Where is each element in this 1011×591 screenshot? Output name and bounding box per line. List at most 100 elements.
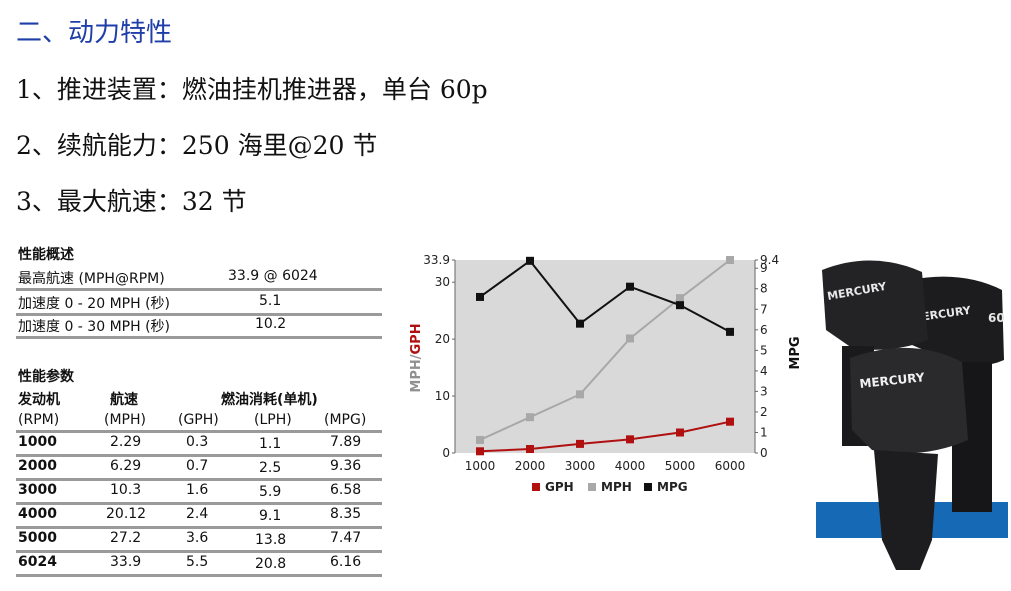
x-tick-label: 6000 xyxy=(715,459,746,473)
series-line-gph xyxy=(479,420,731,453)
gph-cell: 2.4 xyxy=(186,506,209,522)
overview-label: 加速度 0 - 30 MPH (秒) xyxy=(18,319,170,335)
data-point-gph xyxy=(626,435,634,444)
left-tick-labels: 0 10 20 30 33.9 xyxy=(423,253,455,460)
overview-row: 加速度 0 - 20 MPH (秒) 5.1 xyxy=(16,291,382,316)
params-units-row: (RPM) (MPH) (GPH) (LPH) (MPG) xyxy=(16,410,382,433)
data-point-mpg xyxy=(726,327,734,336)
legend-swatch-mph xyxy=(588,483,596,491)
range-line: 2、续航能力：250 海里@20 节 xyxy=(16,131,378,160)
left-axis-label: MPH/GPH xyxy=(409,323,424,392)
mph-cell: 6.29 xyxy=(110,458,142,474)
left-tick-label: 10 xyxy=(435,389,450,403)
horsepower-label: 60 xyxy=(988,311,1005,325)
mpg-cell: 6.16 xyxy=(330,554,362,570)
overview-value: 10.2 xyxy=(255,316,287,332)
series-line-mpg xyxy=(479,259,731,333)
legend-label-gph: GPH xyxy=(545,480,574,494)
right-tick-label: 6 xyxy=(760,323,768,337)
x-tick-label: 5000 xyxy=(665,459,696,473)
data-point-gph xyxy=(726,417,734,426)
right-tick-label: 4 xyxy=(760,364,768,378)
mph-cell: 2.29 xyxy=(110,434,142,450)
plot-area xyxy=(455,260,755,453)
data-point-mpg xyxy=(526,256,534,265)
engine-cowl-front xyxy=(850,347,968,454)
max-speed-line: 3、最大航速：32 节 xyxy=(16,187,247,216)
gph-cell: 0.3 xyxy=(186,434,209,450)
gph-cell: 5.5 xyxy=(186,554,209,570)
rpm-cell: 5000 xyxy=(18,530,57,546)
left-axis-label-sep: / xyxy=(409,354,424,359)
left-tick-label: 30 xyxy=(435,275,450,289)
data-point-gph xyxy=(476,447,484,456)
x-tick-label: 4000 xyxy=(615,459,646,473)
mph-cell: 10.3 xyxy=(110,482,142,498)
engine-leg-front xyxy=(874,450,938,570)
engine-cowl-right xyxy=(910,276,1004,366)
lph-cell: 5.9 xyxy=(259,484,282,500)
data-point-mpg xyxy=(476,292,484,301)
section-heading: 二、动力特性 xyxy=(16,18,173,48)
rpm-cell: 3000 xyxy=(18,482,57,498)
legend-swatch-gph xyxy=(532,483,540,491)
data-point-mph xyxy=(476,435,484,444)
x-tick-label: 2000 xyxy=(515,459,546,473)
params-title: 性能参数 xyxy=(18,369,74,385)
mph-cell: 33.9 xyxy=(110,554,142,570)
unit-mph: (MPH) xyxy=(104,412,146,428)
engine-cowl-left xyxy=(822,260,928,350)
right-tick-label: 1 xyxy=(760,425,768,439)
unit-gph: (GPH) xyxy=(178,412,219,428)
right-tick-label: 7 xyxy=(760,302,768,316)
overview-label: 加速度 0 - 20 MPH (秒) xyxy=(18,296,170,312)
x-tick-label: 1000 xyxy=(465,459,496,473)
legend-label-mph: MPH xyxy=(601,480,632,494)
data-point-mph xyxy=(626,334,634,343)
overview-row: 最高航速 (MPH@RPM) 33.9 @ 6024 xyxy=(16,266,382,291)
brand-label: MERCURY xyxy=(859,370,926,391)
mpg-cell: 8.35 xyxy=(330,506,362,522)
overview-value: 33.9 @ 6024 xyxy=(228,268,318,284)
gph-cell: 1.6 xyxy=(186,482,209,498)
right-tick-label: 8 xyxy=(760,282,768,296)
performance-chart: 0 10 20 30 33.9 0 1 2 3 4 5 6 7 8 99.4 1000 2000 3000 40… xyxy=(409,253,800,494)
data-point-mph xyxy=(576,390,584,399)
right-tick-label: 2 xyxy=(760,405,768,419)
unit-mpg: (MPG) xyxy=(324,412,367,428)
rpm-cell: 1000 xyxy=(18,434,57,450)
series-line-mph xyxy=(479,259,731,441)
mph-cell: 20.12 xyxy=(106,506,147,522)
right-tick-label: 3 xyxy=(760,384,768,398)
mpg-cell: 7.89 xyxy=(330,434,362,450)
legend-swatch-mpg xyxy=(644,483,652,491)
mpg-cell: 7.47 xyxy=(330,530,362,546)
lph-cell: 2.5 xyxy=(259,460,282,476)
mph-cell: 27.2 xyxy=(110,530,142,546)
series-group xyxy=(476,256,734,456)
mpg-cell: 9.36 xyxy=(330,458,362,474)
overview-value: 5.1 xyxy=(259,293,282,309)
data-point-gph xyxy=(676,428,684,437)
rpm-cell: 4000 xyxy=(18,506,57,522)
lph-cell: 9.1 xyxy=(259,508,282,524)
overview-row: 加速度 0 - 30 MPH (秒) 10.2 xyxy=(16,314,382,339)
mpg-cell: 6.58 xyxy=(330,482,362,498)
gph-cell: 0.7 xyxy=(186,458,209,474)
left-tick-label: 33.9 xyxy=(423,253,450,267)
right-tick-label: 0 xyxy=(760,446,768,460)
data-point-mpg xyxy=(626,282,634,291)
right-tick-label: 9 xyxy=(760,261,768,275)
rpm-cell: 2000 xyxy=(18,458,57,474)
lph-cell: 13.8 xyxy=(255,532,287,548)
table-row: 1000 2.29 0.3 1.1 7.89 xyxy=(16,432,382,457)
left-tick-label: 0 xyxy=(442,446,450,460)
lph-cell: 20.8 xyxy=(255,556,287,572)
right-tick-label: 5 xyxy=(760,343,768,357)
right-axis-label: MPG xyxy=(788,336,800,369)
left-tick-label: 20 xyxy=(435,332,450,346)
data-point-mpg xyxy=(576,319,584,328)
propulsion-line: 1、推进装置：燃油挂机推进器，单台 60p xyxy=(16,75,488,104)
unit-lph: (LPH) xyxy=(254,412,292,428)
legend-label-mpg: MPG xyxy=(657,480,688,494)
